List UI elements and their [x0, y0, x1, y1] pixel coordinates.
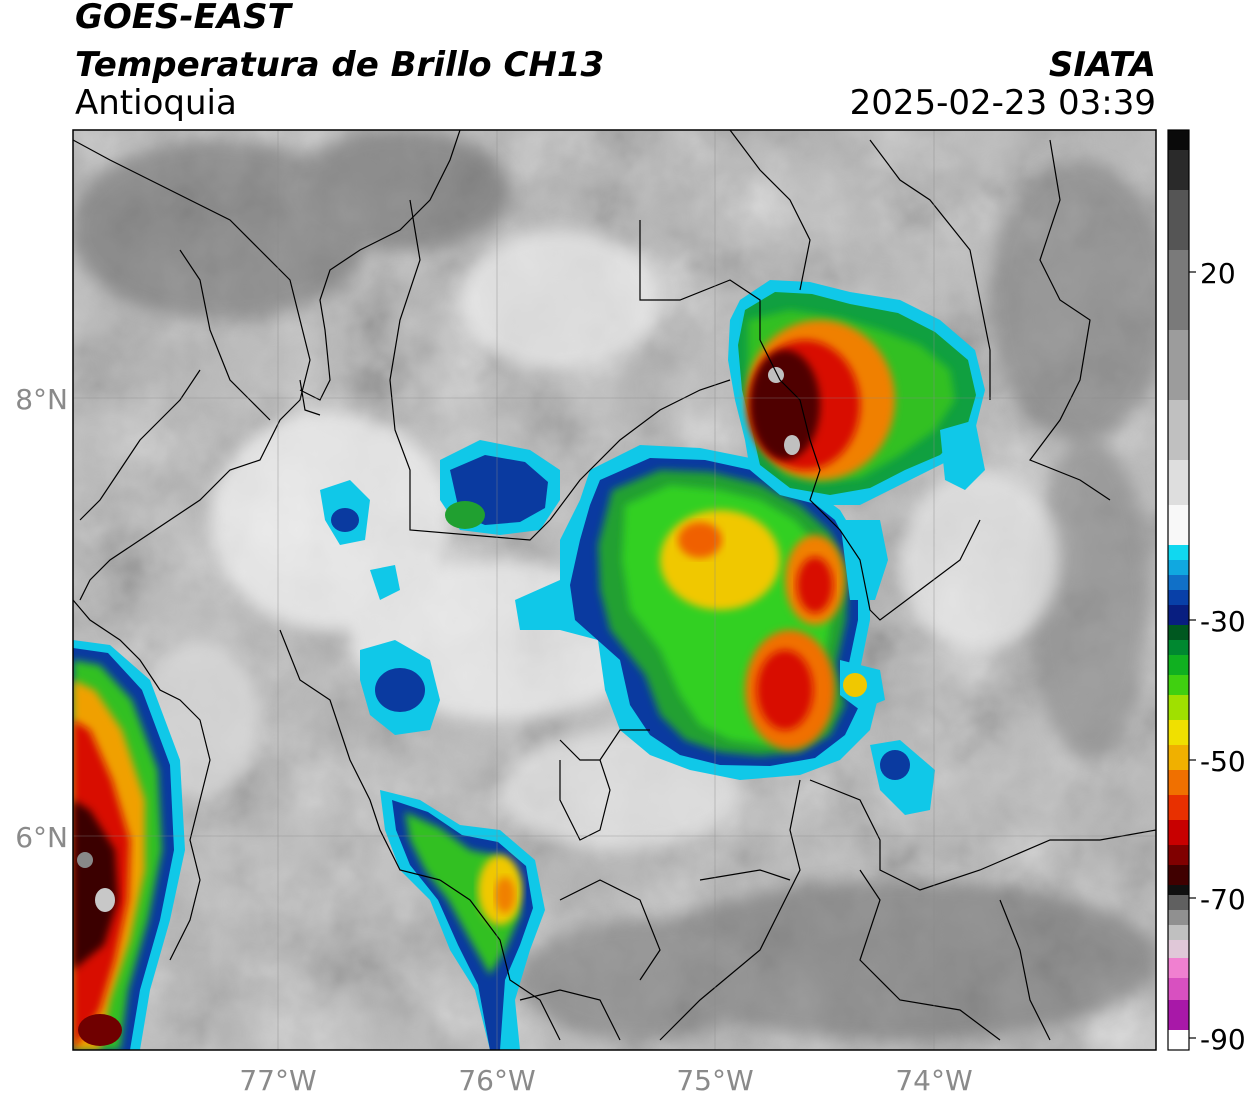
- lat-label-6n: 6°N: [15, 821, 68, 854]
- lon-label-76w: 76°W: [458, 1064, 535, 1097]
- colorbar-frame: [1167, 129, 1190, 1051]
- colorbar-scale: [1168, 130, 1189, 1050]
- southern-storm-cell: [380, 790, 545, 1050]
- product-title: Temperatura de Brillo CH13: [75, 45, 605, 85]
- colorbar-label-minus90: -90: [1200, 1023, 1246, 1056]
- lon-label-77w: 77°W: [239, 1064, 316, 1097]
- datetime-label: 2025-02-23 03:39: [849, 83, 1156, 123]
- colorbar-label-20: 20: [1200, 257, 1236, 290]
- political-boundaries: [73, 130, 1156, 1041]
- colorbar: 20 -30 -50 -70 -90: [1167, 129, 1246, 1056]
- graticule: [73, 130, 1156, 1050]
- colorbar-label-minus50: -50: [1200, 745, 1246, 778]
- main-storm-system: [515, 445, 880, 780]
- lon-label-75w: 75°W: [676, 1064, 753, 1097]
- colorbar-label-minus30: -30: [1200, 605, 1246, 638]
- colorbar-label-minus70: -70: [1200, 883, 1246, 916]
- longitude-labels: 77°W 76°W 75°W 74°W: [239, 1064, 972, 1097]
- lon-label-74w: 74°W: [895, 1064, 972, 1097]
- satellite-title: GOES-EAST: [75, 0, 291, 37]
- region-label: Antioquia: [75, 83, 237, 123]
- northern-storm-cell: [728, 280, 985, 505]
- map-frame: [72, 129, 1157, 1051]
- colorbar-ticks: [1189, 271, 1196, 1039]
- western-storm-cells: [320, 420, 985, 815]
- organization-label: SIATA: [1048, 45, 1156, 85]
- far-west-storm-cell: [73, 640, 185, 1050]
- convective-clouds: [73, 280, 985, 1050]
- latitude-labels: 8°N 6°N: [15, 383, 68, 854]
- lat-label-8n: 8°N: [15, 383, 68, 416]
